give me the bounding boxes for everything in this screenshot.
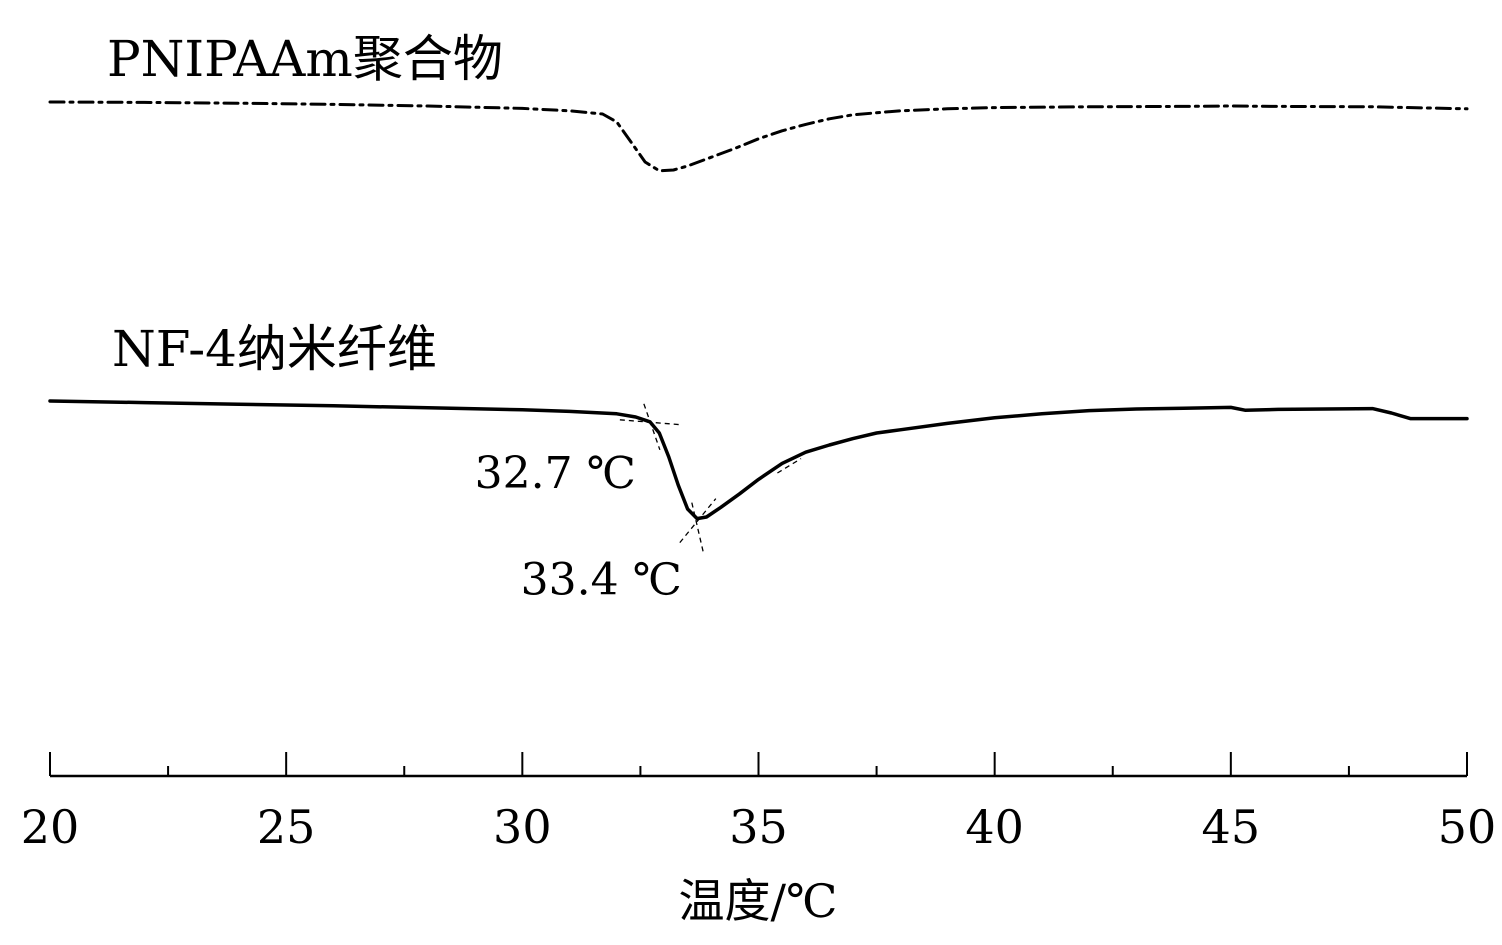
annotation-0: 32.7 ℃ xyxy=(475,403,682,499)
annotation-layer: 32.7 ℃ 33.4 ℃ xyxy=(475,403,802,606)
x-tick-label: 25 xyxy=(257,800,316,854)
series-line-0 xyxy=(48,100,1469,173)
x-tick-label: 45 xyxy=(1202,800,1261,854)
x-tick-label: 30 xyxy=(493,800,552,854)
x-axis: 20 25 30 35 40 45 50 xyxy=(21,752,1497,854)
annotation-1: 33.4 ℃ xyxy=(521,458,802,606)
peak-temperature-label: 33.4 ℃ xyxy=(521,555,682,606)
x-axis-title: 温度/℃ xyxy=(679,874,838,928)
x-tick-label: 20 xyxy=(21,800,80,854)
onset-temperature-label: 32.7 ℃ xyxy=(475,448,636,499)
series-label-pnipaam: PNIPAAm聚合物 xyxy=(107,30,503,88)
peak-tangent-a xyxy=(679,498,717,544)
x-tick-label: 35 xyxy=(729,800,788,854)
peak-tangent-b xyxy=(691,502,705,555)
series-layer xyxy=(48,100,1469,521)
return-tangent xyxy=(777,458,802,474)
series-label-nf4: NF-4纳米纤维 xyxy=(112,320,437,378)
x-tick-label: 50 xyxy=(1438,800,1497,854)
onset-slope-tangent xyxy=(643,403,661,451)
series-line-1 xyxy=(48,399,1469,521)
x-tick-label: 40 xyxy=(965,800,1024,854)
